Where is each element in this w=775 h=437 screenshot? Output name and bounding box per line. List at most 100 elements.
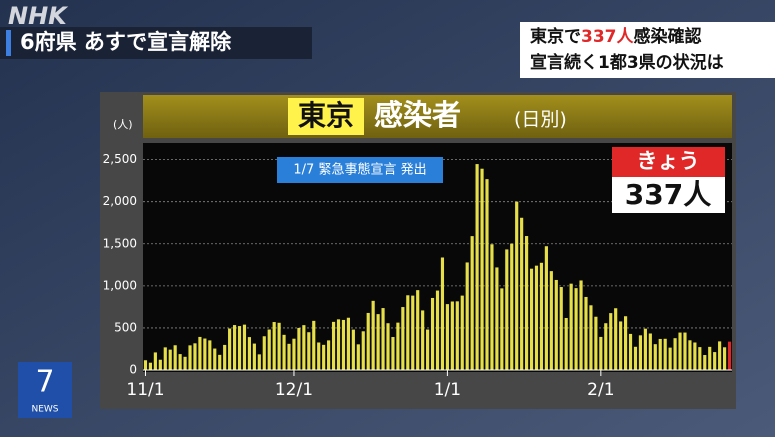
bar (257, 354, 261, 370)
headline-line1: 東京で337人感染確認 (530, 26, 702, 47)
headline-text: 感染確認 (634, 26, 702, 47)
bar (341, 319, 346, 370)
bar (574, 288, 578, 370)
badge-label: きょう (637, 149, 700, 173)
bar (247, 337, 251, 370)
bar (495, 267, 499, 370)
bar (440, 257, 445, 370)
bar (713, 352, 717, 370)
chart-title: 感染者 (374, 98, 461, 132)
x-tick-label: 12/1 (275, 380, 313, 400)
bar (604, 323, 608, 370)
bar (624, 316, 628, 370)
bar (559, 287, 563, 370)
bar (554, 279, 558, 370)
y-tick-label: 2,000 (103, 194, 137, 208)
bar (579, 280, 583, 370)
bar (564, 317, 568, 370)
bar (317, 342, 321, 370)
title-band (143, 95, 732, 138)
bar (722, 347, 727, 370)
bar (188, 345, 192, 370)
bar (633, 346, 638, 370)
bar (376, 314, 380, 370)
bar (475, 164, 479, 370)
bar (312, 320, 316, 370)
bar (203, 338, 207, 370)
y-tick-label: 500 (114, 320, 137, 334)
bar (584, 296, 588, 370)
bar (653, 344, 657, 370)
bar (430, 297, 435, 370)
bar (445, 304, 449, 370)
bar (381, 308, 385, 370)
bar (232, 325, 237, 370)
bar (218, 354, 222, 370)
bar (628, 333, 633, 370)
bar (277, 322, 281, 370)
bar (252, 343, 256, 370)
bar (237, 326, 242, 370)
bar (361, 331, 365, 370)
bar (242, 324, 247, 370)
headline-text: 東京で (530, 26, 581, 47)
bar (391, 337, 395, 370)
bar (336, 319, 341, 370)
headline-line2: 宣言続く1都3県の状況は (530, 52, 724, 73)
bar (688, 340, 692, 370)
bar (356, 344, 360, 370)
bar (282, 334, 286, 370)
bar (569, 283, 573, 370)
bar (520, 217, 524, 370)
bar (302, 325, 306, 370)
bar (143, 360, 148, 370)
title-place-box (288, 98, 364, 135)
bar (193, 343, 197, 370)
y-tick-label: 1,500 (103, 236, 137, 250)
program-logo-box (18, 362, 72, 418)
bar (287, 343, 291, 370)
y-tick-label: 1,000 (103, 278, 137, 292)
bar (480, 168, 484, 370)
program-logo-number: 7 (35, 365, 54, 400)
badge-value: 337人 (625, 178, 711, 211)
bar (683, 332, 687, 370)
banner: 6府県 あすで宣言解除 (20, 30, 232, 54)
bar (262, 336, 266, 370)
bar (490, 244, 494, 370)
bar (346, 317, 350, 370)
bar (267, 329, 271, 370)
x-tick-label: 11/1 (126, 380, 164, 400)
bar (396, 322, 400, 370)
bar (163, 347, 167, 370)
y-tick-label: 0 (129, 363, 137, 377)
banner-box (0, 27, 312, 59)
bar (322, 344, 326, 370)
bar (435, 290, 440, 370)
bar (549, 271, 553, 370)
bar (223, 344, 227, 370)
bar (327, 340, 331, 370)
bar (178, 354, 182, 370)
bar (609, 313, 613, 370)
bar (727, 341, 732, 370)
x-tick-label: 1/1 (434, 380, 461, 400)
bar (460, 295, 464, 370)
bar (401, 307, 405, 370)
bar (678, 332, 682, 370)
y-axis-label: (人) (113, 118, 133, 131)
badge-label-box (612, 147, 725, 177)
headline-box (520, 22, 775, 78)
plot (143, 159, 732, 376)
bar (599, 336, 603, 370)
bar (658, 338, 662, 370)
bar (426, 329, 430, 370)
bar (297, 327, 301, 370)
bar (213, 348, 217, 370)
bar (208, 340, 212, 370)
bar (148, 362, 153, 370)
bar (292, 338, 296, 370)
annotation-box (277, 157, 443, 183)
bar (331, 321, 336, 370)
